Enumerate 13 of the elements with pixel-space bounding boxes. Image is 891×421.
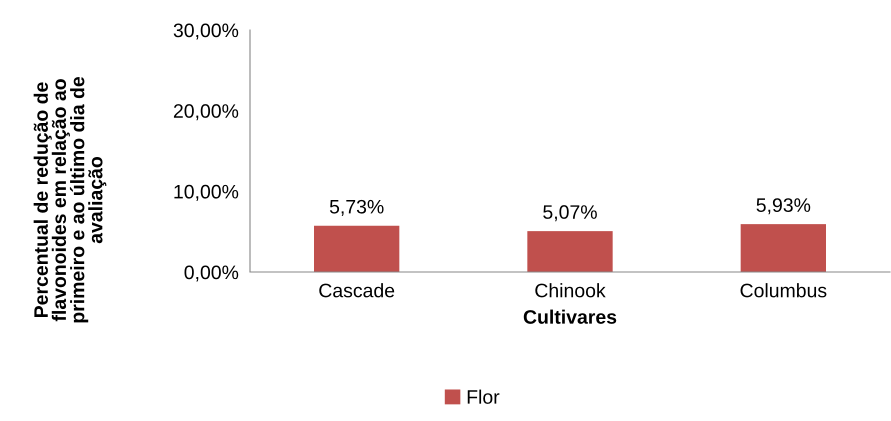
y-axis-title: Percentual de redução de flavonoides em relação ao primeiro e ao último dia de avaliação <box>34 76 106 322</box>
legend-label: Flor <box>468 390 500 404</box>
x-tick-label: Columbus <box>740 283 826 298</box>
y-tick-label: 0,00% <box>184 265 238 282</box>
x-tick-label: Cascade <box>319 283 394 298</box>
x-axis-title: Cultivares <box>524 310 616 324</box>
y-tick-label: 20,00% <box>174 104 238 120</box>
y-tick-label: 30,00% <box>174 23 238 40</box>
data-label: 5,07% <box>543 205 597 222</box>
data-label: 5,73% <box>330 200 384 216</box>
x-tick-label: Chinook <box>535 283 606 298</box>
y-tick-label: 10,00% <box>174 184 238 201</box>
data-label: 5,93% <box>756 198 810 214</box>
